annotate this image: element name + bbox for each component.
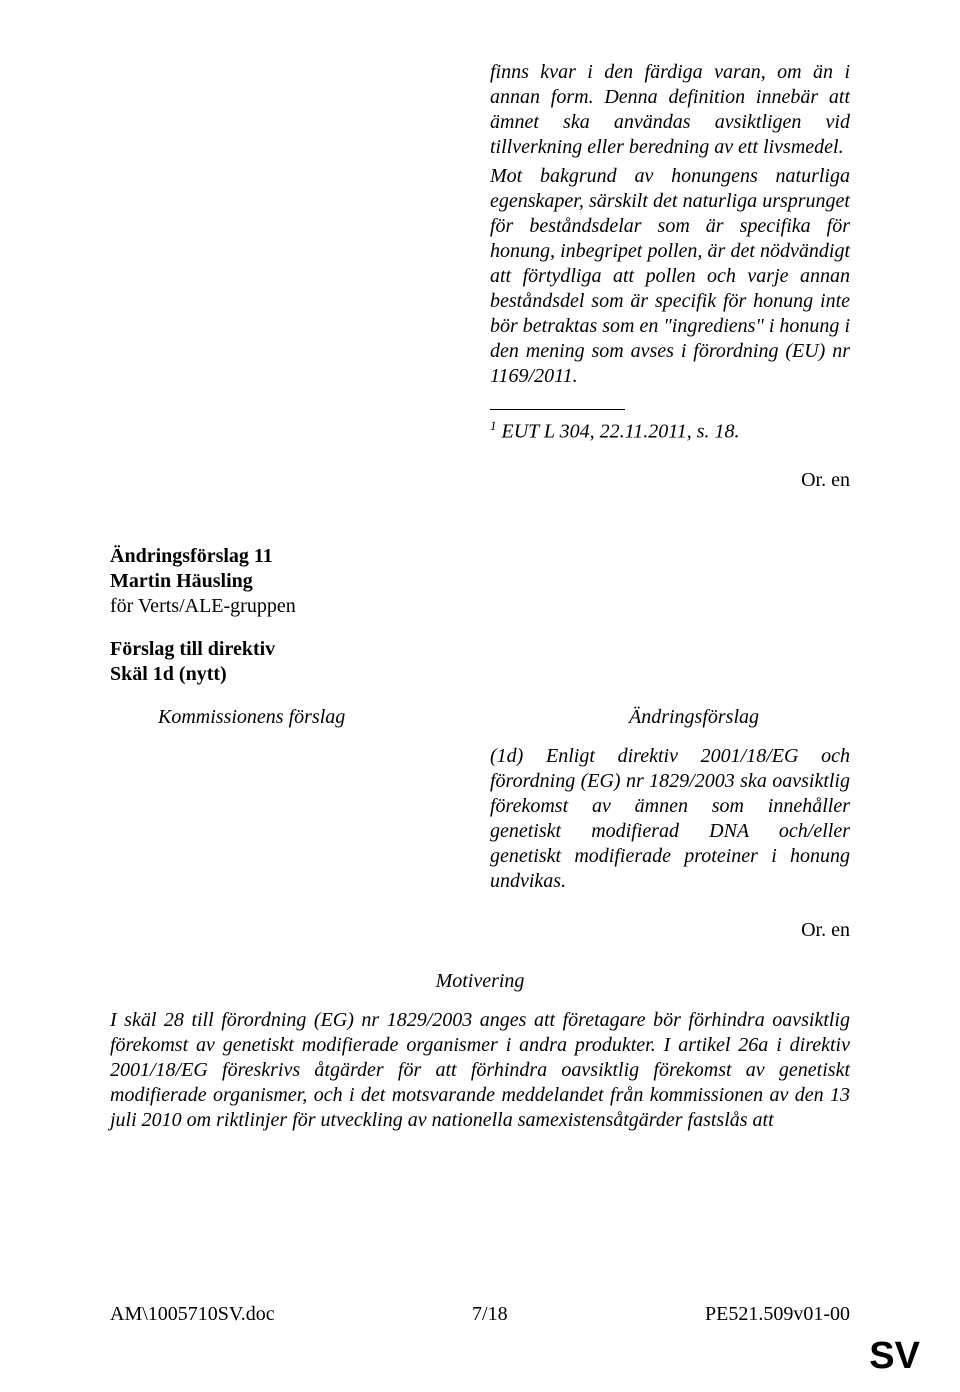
- footer-center: 7/18: [472, 1303, 508, 1326]
- page: finns kvar i den färdiga varan, om än i …: [0, 0, 960, 1392]
- amendment-author: Martin Häusling: [110, 569, 850, 594]
- amendment-heading: Ändringsförslag 11: [110, 544, 850, 569]
- continuation-block: finns kvar i den färdiga varan, om än i …: [490, 60, 850, 445]
- motivering-text: I skäl 28 till förordning (EG) nr 1829/2…: [110, 1008, 850, 1133]
- language-mark: SV: [869, 1335, 920, 1378]
- motivering-body: I skäl 28 till förordning (EG) nr 1829/2…: [110, 1008, 850, 1133]
- footnote-divider: [490, 409, 625, 410]
- footer-right: PE521.509v01-00: [705, 1303, 850, 1326]
- continuation-para-1: finns kvar i den färdiga varan, om än i …: [490, 60, 850, 160]
- col-header-left: Kommissionens förslag: [110, 705, 538, 730]
- or-en-2: Or. en: [110, 918, 850, 943]
- proposal-title: Förslag till direktiv: [110, 637, 850, 662]
- footnote: 1 EUT L 304, 22.11.2011, s. 18.: [490, 418, 850, 445]
- motivering-header: Motivering: [110, 969, 850, 994]
- amendment-body: (1d) Enligt direktiv 2001/18/EG och föro…: [490, 744, 850, 894]
- footer-left: AM\1005710SV.doc: [110, 1303, 275, 1326]
- proposal-clause: Skäl 1d (nytt): [110, 662, 850, 687]
- amendment-group: för Verts/ALE-gruppen: [110, 594, 850, 619]
- or-en-1: Or. en: [110, 469, 850, 492]
- amendment-section: Ändringsförslag 11 Martin Häusling för V…: [110, 544, 850, 1133]
- amendment-body-text: (1d) Enligt direktiv 2001/18/EG och föro…: [490, 744, 850, 894]
- footnote-text: EUT L 304, 22.11.2011, s. 18.: [497, 421, 740, 443]
- footer: AM\1005710SV.doc 7/18 PE521.509v01-00: [110, 1303, 850, 1326]
- col-header-right: Ändringsförslag: [538, 705, 850, 730]
- two-column-headers: Kommissionens förslag Ändringsförslag: [110, 705, 850, 730]
- continuation-para-2: Mot bakgrund av honungens naturliga egen…: [490, 164, 850, 389]
